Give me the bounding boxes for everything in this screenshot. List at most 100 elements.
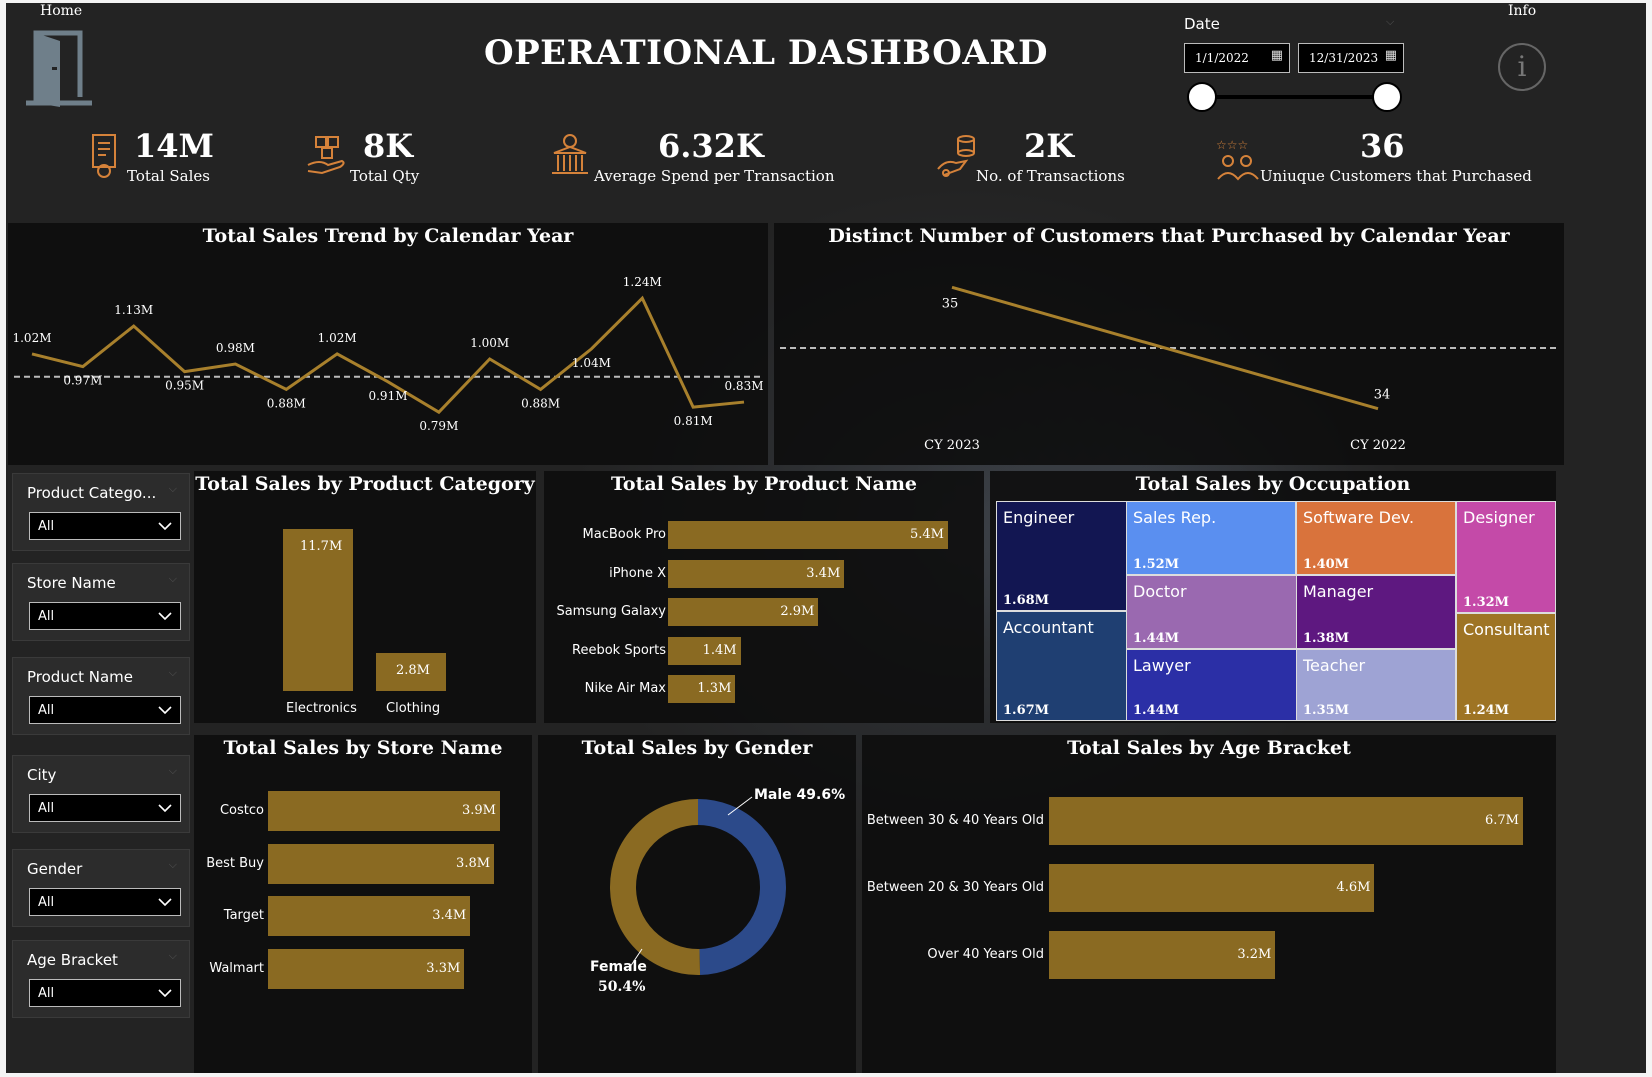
category-panel: Total Sales by Product Category 11.7M 2.… <box>194 471 536 723</box>
trend-data-label: 0.88M <box>267 396 306 410</box>
store-bar[interactable] <box>268 948 465 989</box>
slicer-chevron-icon[interactable]: ⌵ <box>168 949 177 962</box>
product-bar[interactable] <box>668 636 741 665</box>
slicer-label: City <box>27 766 57 784</box>
trend-data-label: 1.02M <box>12 331 51 345</box>
date-slider-end-handle[interactable] <box>1372 82 1402 112</box>
treemap-tile[interactable]: Consultant 1.24M <box>1456 613 1556 721</box>
calendar-icon: ▦ <box>1384 48 1397 63</box>
product-category-label: MacBook Pro <box>582 527 666 542</box>
trend-data-label: 1.24M <box>623 275 662 289</box>
chevron-down-icon <box>158 804 172 813</box>
product-bar-value: 1.3M <box>697 681 732 696</box>
occupation-title: Total Sales by Occupation <box>1135 473 1411 495</box>
treemap-tile-name: Designer <box>1463 508 1535 527</box>
slicer-chevron-icon[interactable]: ⌵ <box>168 764 177 777</box>
age-bar[interactable] <box>1049 931 1276 979</box>
gender-female-label: Female <box>590 959 647 975</box>
date-range-slider-track[interactable] <box>1202 95 1388 99</box>
slicer-value: All <box>38 895 55 910</box>
slicer-dropdown[interactable]: All <box>29 979 181 1007</box>
treemap-tile-value: 1.68M <box>1003 593 1050 608</box>
age-panel: Total Sales by Age Bracket Between 30 & … <box>862 735 1556 1073</box>
date-end-input[interactable]: 12/31/2023 ▦ <box>1298 43 1404 73</box>
product-title: Total Sales by Product Name <box>610 473 918 495</box>
gender-male-label: Male 49.6% <box>754 787 846 803</box>
sales-trend-chart: 1.02M 0.97M 1.13M 0.95M 0.98M 0.88M 1.02M 0.91M… <box>12 275 763 433</box>
store-bar[interactable] <box>268 896 471 936</box>
home-door-icon[interactable] <box>22 27 94 107</box>
treemap-tile-name: Consultant <box>1463 620 1550 639</box>
product-bar[interactable] <box>668 521 948 549</box>
product-bar-value: 1.4M <box>702 642 737 658</box>
store-bar[interactable] <box>268 791 500 831</box>
slicer-dropdown[interactable]: All <box>29 696 181 724</box>
treemap-tile-value: 1.35M <box>1303 703 1350 718</box>
store-category-label: Costco <box>219 803 264 818</box>
treemap-tile[interactable]: Lawyer 1.44M <box>1126 649 1298 721</box>
product-bar[interactable] <box>668 559 845 588</box>
slicer-2: Product Name ⌵ All <box>12 657 190 735</box>
store-bar-value: 3.3M <box>426 960 461 976</box>
date-start-input[interactable]: 1/1/2022 ▦ <box>1184 43 1290 73</box>
bar-electronics-value: 11.7M <box>300 539 343 554</box>
slicer-dropdown[interactable]: All <box>29 794 181 822</box>
slicer-value: All <box>38 703 55 718</box>
kpi-total-sales-label: Total Sales <box>127 167 210 185</box>
treemap-tile-value: 1.44M <box>1133 703 1180 718</box>
treemap-tile[interactable]: Doctor 1.44M <box>1126 575 1298 649</box>
chevron-down-icon <box>158 706 172 715</box>
age-bar-value: 4.6M <box>1336 880 1371 895</box>
product-bar[interactable] <box>668 598 819 626</box>
slicer-chevron-icon[interactable]: ⌵ <box>168 858 177 871</box>
transaction-icon <box>936 133 978 183</box>
trend-data-label: 0.88M <box>521 396 560 410</box>
slicer-3: City ⌵ All <box>12 755 190 833</box>
page-title: OPERATIONAL DASHBOARD <box>483 33 1049 73</box>
date-slider-start-handle[interactable] <box>1187 82 1217 112</box>
treemap-tile[interactable]: Designer 1.32M <box>1456 501 1556 613</box>
bar-electronics[interactable] <box>283 529 353 691</box>
treemap-tile[interactable]: Teacher 1.35M <box>1296 649 1456 721</box>
age-bar[interactable] <box>1049 864 1375 912</box>
chevron-down-icon <box>158 612 172 621</box>
date-filter-chevron-icon[interactable]: ⌵ <box>1386 15 1395 28</box>
product-bar-value: 5.4M <box>910 527 944 542</box>
gender-female-slice <box>610 799 786 975</box>
info-icon[interactable]: i <box>1498 43 1546 91</box>
kpi-avg-spend-value: 6.32K <box>658 127 764 165</box>
age-title: Total Sales by Age Bracket <box>1067 737 1351 759</box>
slicer-label: Gender <box>27 860 83 878</box>
slicer-dropdown[interactable]: All <box>29 602 181 630</box>
treemap-tile[interactable]: Accountant 1.67M <box>996 611 1128 721</box>
trend-data-label: 0.91M <box>368 389 407 403</box>
slicer-dropdown[interactable]: All <box>29 888 181 916</box>
info-label: Info <box>1508 3 1537 19</box>
chevron-down-icon <box>158 989 172 998</box>
kpi-avg-spend-label: Average Spend per Transaction <box>594 167 835 185</box>
treemap-tile-value: 1.40M <box>1303 557 1350 572</box>
customers-by-year-panel: Distinct Number of Customers that Purcha… <box>774 223 1564 465</box>
store-bar[interactable] <box>268 843 495 884</box>
store-bar-value: 3.9M <box>462 803 496 818</box>
treemap-tile[interactable]: Sales Rep. 1.52M <box>1126 501 1296 575</box>
product-category-label: Nike Air Max <box>584 681 666 696</box>
slicer-chevron-icon[interactable]: ⌵ <box>168 666 177 679</box>
trend-data-label: 0.98M <box>216 341 255 355</box>
treemap-tile[interactable]: Software Dev. 1.40M <box>1296 501 1456 575</box>
bar-clothing[interactable] <box>376 653 446 691</box>
treemap-tile[interactable]: Engineer 1.68M <box>996 501 1128 611</box>
slicer-dropdown[interactable]: All <box>29 512 181 540</box>
treemap-tile[interactable]: Manager 1.38M <box>1296 575 1456 649</box>
kpi-transactions-value: 2K <box>1024 127 1075 165</box>
age-bar[interactable] <box>1049 797 1523 845</box>
product-bar[interactable] <box>668 675 736 703</box>
customers-x-tick-label: CY 2023 <box>924 438 980 453</box>
gender-female-pct: 50.4% <box>598 979 646 995</box>
treemap-tile-name: Software Dev. <box>1303 508 1415 527</box>
kpi-transactions-label: No. of Transactions <box>976 167 1125 185</box>
trend-data-label: 0.79M <box>419 419 458 433</box>
slicer-chevron-icon[interactable]: ⌵ <box>168 572 177 585</box>
svg-text:☆☆☆: ☆☆☆ <box>1216 138 1248 152</box>
slicer-chevron-icon[interactable]: ⌵ <box>168 482 177 495</box>
